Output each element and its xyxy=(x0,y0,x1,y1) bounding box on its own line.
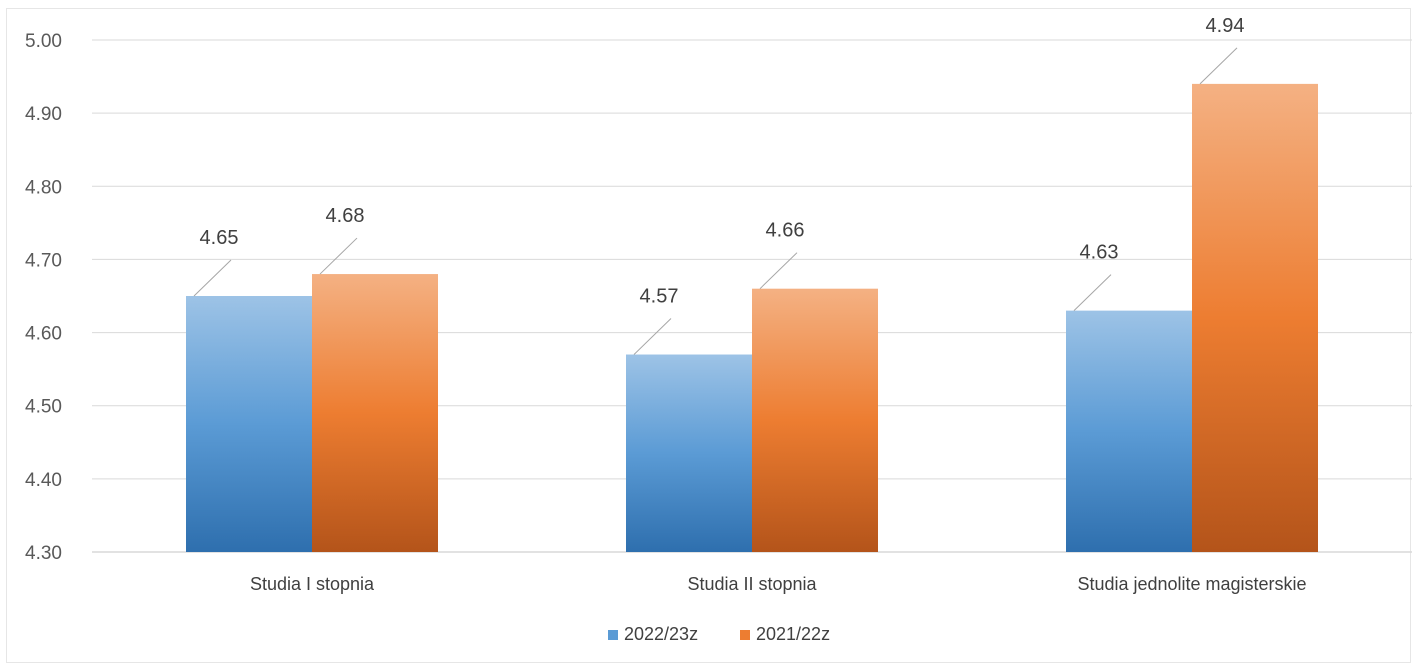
data-label-leader xyxy=(759,252,798,290)
y-tick-label: 4.50 xyxy=(25,397,62,418)
data-label-leader xyxy=(193,259,232,297)
data-label: 4.68 xyxy=(326,205,365,227)
legend-swatch xyxy=(740,630,750,640)
bar-2021/22z-2 xyxy=(1192,83,1318,552)
y-tick-label: 4.70 xyxy=(25,250,62,271)
data-labels: 4.65 4.68 4.57 4.66 4.63 4.94 xyxy=(193,15,1245,355)
y-tick-label: 4.30 xyxy=(25,543,62,564)
legend-label: 2021/22z xyxy=(756,624,830,644)
bar-2021/22z-0 xyxy=(312,274,438,552)
legend-label: 2022/23z xyxy=(624,624,698,644)
bar-2022/23z-1 xyxy=(626,354,752,552)
data-label: 4.63 xyxy=(1080,242,1119,264)
data-label-leader xyxy=(1199,47,1238,85)
x-axis: Studia I stopnia Studia II stopnia Studia … xyxy=(250,574,1307,594)
y-tick-label: 4.90 xyxy=(25,104,62,125)
bars xyxy=(186,83,1318,552)
bar-2022/23z-2 xyxy=(1066,310,1192,552)
x-tick-label: Studia jednolite magisterskie xyxy=(1077,574,1306,594)
data-label: 4.94 xyxy=(1206,15,1245,37)
data-label: 4.65 xyxy=(200,227,239,249)
x-tick-label: Studia I stopnia xyxy=(250,574,375,594)
x-tick-label: Studia II stopnia xyxy=(687,574,817,594)
y-tick-label: 4.60 xyxy=(25,324,62,345)
legend: 2022/23z 2021/22z xyxy=(608,624,830,644)
data-label-leader xyxy=(1073,274,1112,311)
data-label-leader xyxy=(319,237,358,275)
bar-2021/22z-1 xyxy=(752,288,878,552)
y-tick-label: 4.80 xyxy=(25,177,62,198)
bar-2022/23z-0 xyxy=(186,296,312,552)
data-label-leader xyxy=(633,318,672,355)
data-label: 4.57 xyxy=(640,286,679,308)
y-tick-label: 4.40 xyxy=(25,470,62,491)
legend-swatch xyxy=(608,630,618,640)
y-tick-label: 5.00 xyxy=(25,31,62,52)
data-label: 4.66 xyxy=(766,220,805,242)
